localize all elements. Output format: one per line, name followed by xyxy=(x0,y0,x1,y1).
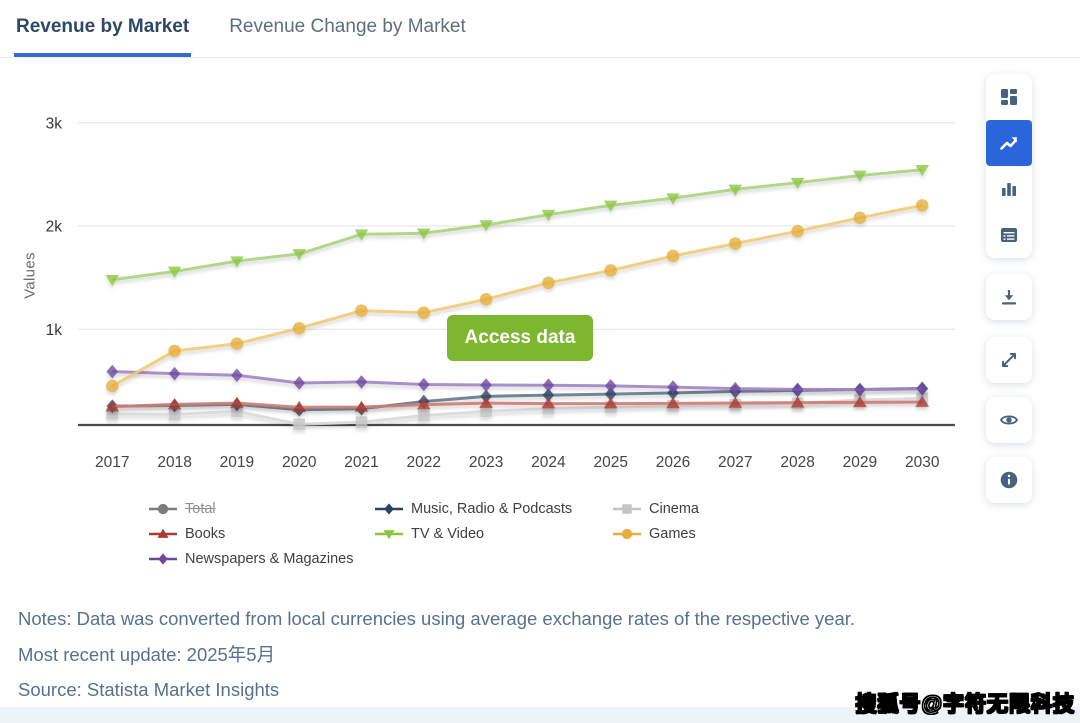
x-tick-label: 2022 xyxy=(407,454,441,471)
x-tick-label: 2028 xyxy=(780,454,814,471)
circle-icon xyxy=(149,503,177,514)
chart-legend: Total Books Newspapers & Magazines Music, R… xyxy=(0,496,960,572)
grid-view-button[interactable] xyxy=(986,74,1032,120)
legend-label: TV & Video xyxy=(411,525,485,542)
table-icon xyxy=(1001,228,1017,242)
preview-button-card xyxy=(986,397,1032,443)
fullscreen-button-card xyxy=(986,337,1032,383)
legend-label: Cinema xyxy=(649,500,699,517)
line-chart[interactable]: 1k 2k 3k 2017 2018 2019 2020 2021 2022 2023 2024 20… xyxy=(0,58,1080,478)
line-chart-button[interactable] xyxy=(986,120,1032,166)
chart-type-switcher xyxy=(986,74,1032,258)
expand-icon xyxy=(1002,353,1016,367)
legend-label: Newspapers & Magazines xyxy=(185,550,354,567)
legend-column: Cinema Games xyxy=(612,496,699,546)
square-icon xyxy=(613,503,641,514)
tab-revenue-change-by-market[interactable]: Revenue Change by Market xyxy=(229,16,466,37)
diamond-icon xyxy=(149,552,177,565)
x-tick-label: 2027 xyxy=(718,454,752,471)
download-button[interactable] xyxy=(986,274,1032,320)
legend-item-cinema[interactable]: Cinema xyxy=(612,496,699,521)
x-tick-label: 2023 xyxy=(469,454,503,471)
info-button[interactable] xyxy=(986,457,1032,503)
legend-column: Total Books Newspapers & Magazines xyxy=(148,496,353,571)
legend-label: Books xyxy=(185,525,226,542)
download-button-card xyxy=(986,274,1032,320)
x-tick-label: 2019 xyxy=(220,454,254,471)
update-line: Most recent update: 2025年5月 xyxy=(18,643,276,665)
x-tick-label: 2018 xyxy=(157,454,191,471)
x-tick-label: 2017 xyxy=(95,454,129,471)
x-tick-label: 2026 xyxy=(656,454,690,471)
source-line: Source: Statista Market Insights xyxy=(18,679,280,700)
legend-item-newspapers-magazines[interactable]: Newspapers & Magazines xyxy=(148,546,353,571)
x-tick-label: 2021 xyxy=(344,454,378,471)
circle-icon xyxy=(613,528,641,539)
legend-label: Music, Radio & Podcasts xyxy=(411,500,573,517)
x-tick-label: 2030 xyxy=(905,454,940,471)
line-chart-icon xyxy=(1000,137,1017,150)
series-tv-video[interactable] xyxy=(105,164,930,287)
tab-revenue-by-market[interactable]: Revenue by Market xyxy=(14,16,192,57)
series-games[interactable] xyxy=(106,199,929,393)
bottom-strip xyxy=(0,707,1080,723)
x-tick-label: 2020 xyxy=(282,454,317,471)
legend-item-music-radio-podcasts[interactable]: Music, Radio & Podcasts xyxy=(374,496,572,521)
watermark: 搜狐号@字符无限科技 xyxy=(855,692,1075,716)
legend-label: Total xyxy=(185,500,216,517)
grid-icon xyxy=(1001,89,1017,105)
info-button-card xyxy=(986,457,1032,503)
y-tick-label: 2k xyxy=(46,219,63,236)
legend-label: Games xyxy=(649,525,696,542)
bar-chart-button[interactable] xyxy=(986,166,1032,212)
notes-line: Notes: Data was converted from local cur… xyxy=(18,608,856,629)
eye-icon xyxy=(999,415,1019,425)
download-icon xyxy=(1001,290,1017,305)
diamond-icon xyxy=(375,502,403,515)
access-data-button[interactable]: Access data xyxy=(447,315,593,361)
chart-notes: Notes: Data was converted from local cur… xyxy=(18,601,1058,708)
series-books[interactable] xyxy=(105,395,930,413)
legend-item-books[interactable]: Books xyxy=(148,521,353,546)
x-tick-label: 2024 xyxy=(531,454,566,471)
triangle-up-icon xyxy=(149,528,177,538)
y-tick-label: 3k xyxy=(46,115,63,132)
series-newspapers-magazines[interactable] xyxy=(106,364,929,397)
fullscreen-button[interactable] xyxy=(986,337,1032,383)
preview-button[interactable] xyxy=(986,397,1032,443)
bar-chart-icon xyxy=(1002,183,1016,196)
legend-item-tv-video[interactable]: TV & Video xyxy=(374,521,572,546)
triangle-down-icon xyxy=(375,529,403,539)
y-tick-label: 1k xyxy=(46,322,63,339)
legend-column: Music, Radio & Podcasts TV & Video xyxy=(374,496,572,546)
table-view-button[interactable] xyxy=(986,212,1032,258)
info-icon xyxy=(1000,471,1018,489)
x-tick-label: 2029 xyxy=(843,454,877,471)
legend-item-games[interactable]: Games xyxy=(612,521,699,546)
tabs-bar: Revenue by Market Revenue Change by Mark… xyxy=(0,0,1080,58)
x-tick-label: 2025 xyxy=(593,454,627,471)
legend-item-total[interactable]: Total xyxy=(148,496,353,521)
